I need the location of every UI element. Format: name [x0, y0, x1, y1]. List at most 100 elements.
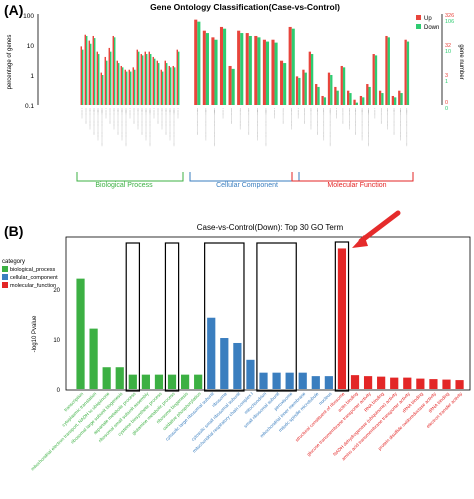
panel-b-legend-title: category	[2, 259, 25, 265]
bar-down	[342, 67, 346, 105]
bar-up	[168, 65, 170, 105]
panel-b-bars	[76, 248, 464, 389]
bar-down	[336, 90, 339, 105]
panel-b-label: (B)	[4, 223, 23, 239]
bar-up	[398, 90, 401, 105]
panel-a-y-label: percentage of genes	[7, 35, 13, 90]
bar-down	[381, 93, 384, 105]
bar-down	[110, 51, 112, 105]
bar-up	[327, 72, 331, 105]
bar-down	[214, 39, 218, 105]
bar-up	[148, 51, 150, 105]
bar-bp	[128, 374, 137, 389]
bar-bp	[194, 374, 203, 389]
bar-up	[288, 26, 292, 105]
tick-left-100: 100	[23, 13, 34, 20]
bar-mf	[363, 376, 373, 389]
bar-bp	[102, 367, 111, 389]
highlight-box	[256, 242, 297, 392]
bar-up	[366, 84, 369, 105]
highlight-box	[204, 242, 245, 392]
panel-a-group-brackets	[76, 172, 414, 182]
bar-up	[132, 67, 134, 105]
bar-up	[96, 51, 98, 105]
highlight-box	[164, 242, 180, 392]
bar-down	[317, 86, 320, 105]
tick-right-down-2: 1	[445, 79, 448, 85]
bar-up	[228, 65, 232, 105]
bar-down	[298, 77, 301, 105]
panel-b-tick-10: 10	[53, 338, 60, 344]
bar-down	[106, 60, 108, 105]
bar-down	[114, 37, 116, 105]
panel-a-bars	[80, 19, 410, 106]
bar-down	[142, 55, 144, 105]
bar-up	[152, 56, 154, 105]
bar-up	[219, 26, 224, 105]
bar-up	[88, 40, 90, 105]
bar-down	[362, 97, 365, 105]
arrow-shaft	[358, 210, 401, 244]
bar-bp	[167, 374, 177, 389]
bar-down	[197, 21, 201, 105]
bar-down	[138, 51, 140, 105]
bar-down	[162, 71, 164, 105]
bar-mf	[429, 379, 438, 389]
group-label-biological-process: Biological Process	[95, 182, 153, 189]
bar-down	[330, 75, 333, 105]
group-label-cellular-component: Cellular Component	[216, 182, 278, 189]
bar-down	[130, 71, 132, 105]
bar-down	[231, 68, 235, 105]
bar-bp	[115, 367, 124, 389]
bar-down	[205, 33, 209, 105]
group-bracket	[76, 172, 184, 182]
legend-mf-label: molecular_function	[10, 283, 56, 289]
arrow-head	[352, 235, 368, 248]
panel-b-y-label: -log10 Pvalue	[32, 315, 38, 352]
bar-down	[146, 54, 148, 105]
bar-down	[126, 71, 128, 105]
bar-down	[174, 67, 176, 105]
bar-down	[387, 37, 390, 105]
bar-mf	[377, 376, 386, 389]
bar-up	[80, 46, 82, 105]
tick-right-up-0: 326	[445, 13, 454, 19]
bar-up	[385, 35, 388, 105]
tick-right-up-1: 32	[445, 43, 451, 49]
bar-up	[237, 30, 241, 105]
bar-down	[150, 54, 152, 105]
bar-down	[265, 41, 270, 105]
bar-down	[118, 63, 120, 105]
bar-down	[178, 51, 180, 105]
bar-down	[102, 75, 104, 105]
bar-down	[283, 63, 287, 105]
bar-cc	[311, 376, 320, 389]
bar-up	[271, 39, 275, 105]
bar-up	[140, 54, 142, 105]
bar-up	[92, 35, 94, 105]
bar-mf	[442, 379, 451, 389]
bar-bp	[180, 374, 190, 389]
bar-down	[248, 35, 252, 105]
bar-up	[353, 99, 356, 105]
tick-left-0.1: 0.1	[25, 103, 34, 110]
bar-down	[304, 72, 307, 105]
bar-mf	[455, 380, 464, 389]
bar-up	[280, 60, 284, 105]
tick-right-down-3: 0	[445, 106, 448, 112]
bar-up	[334, 86, 337, 105]
bar-up	[245, 33, 249, 105]
bar-down	[86, 35, 88, 105]
bar-up	[120, 65, 122, 105]
tick-right-up-3: 0	[445, 100, 448, 106]
panel-a-right-ticks: 326 106 32 10 3 1 0 0	[445, 13, 454, 112]
bar-up	[340, 65, 343, 105]
bar-down	[394, 97, 397, 105]
highlight-box	[125, 242, 141, 392]
bar-up	[211, 37, 215, 105]
bar-mf	[403, 377, 412, 389]
bar-up	[164, 60, 166, 105]
legend-mf-swatch	[2, 282, 8, 288]
